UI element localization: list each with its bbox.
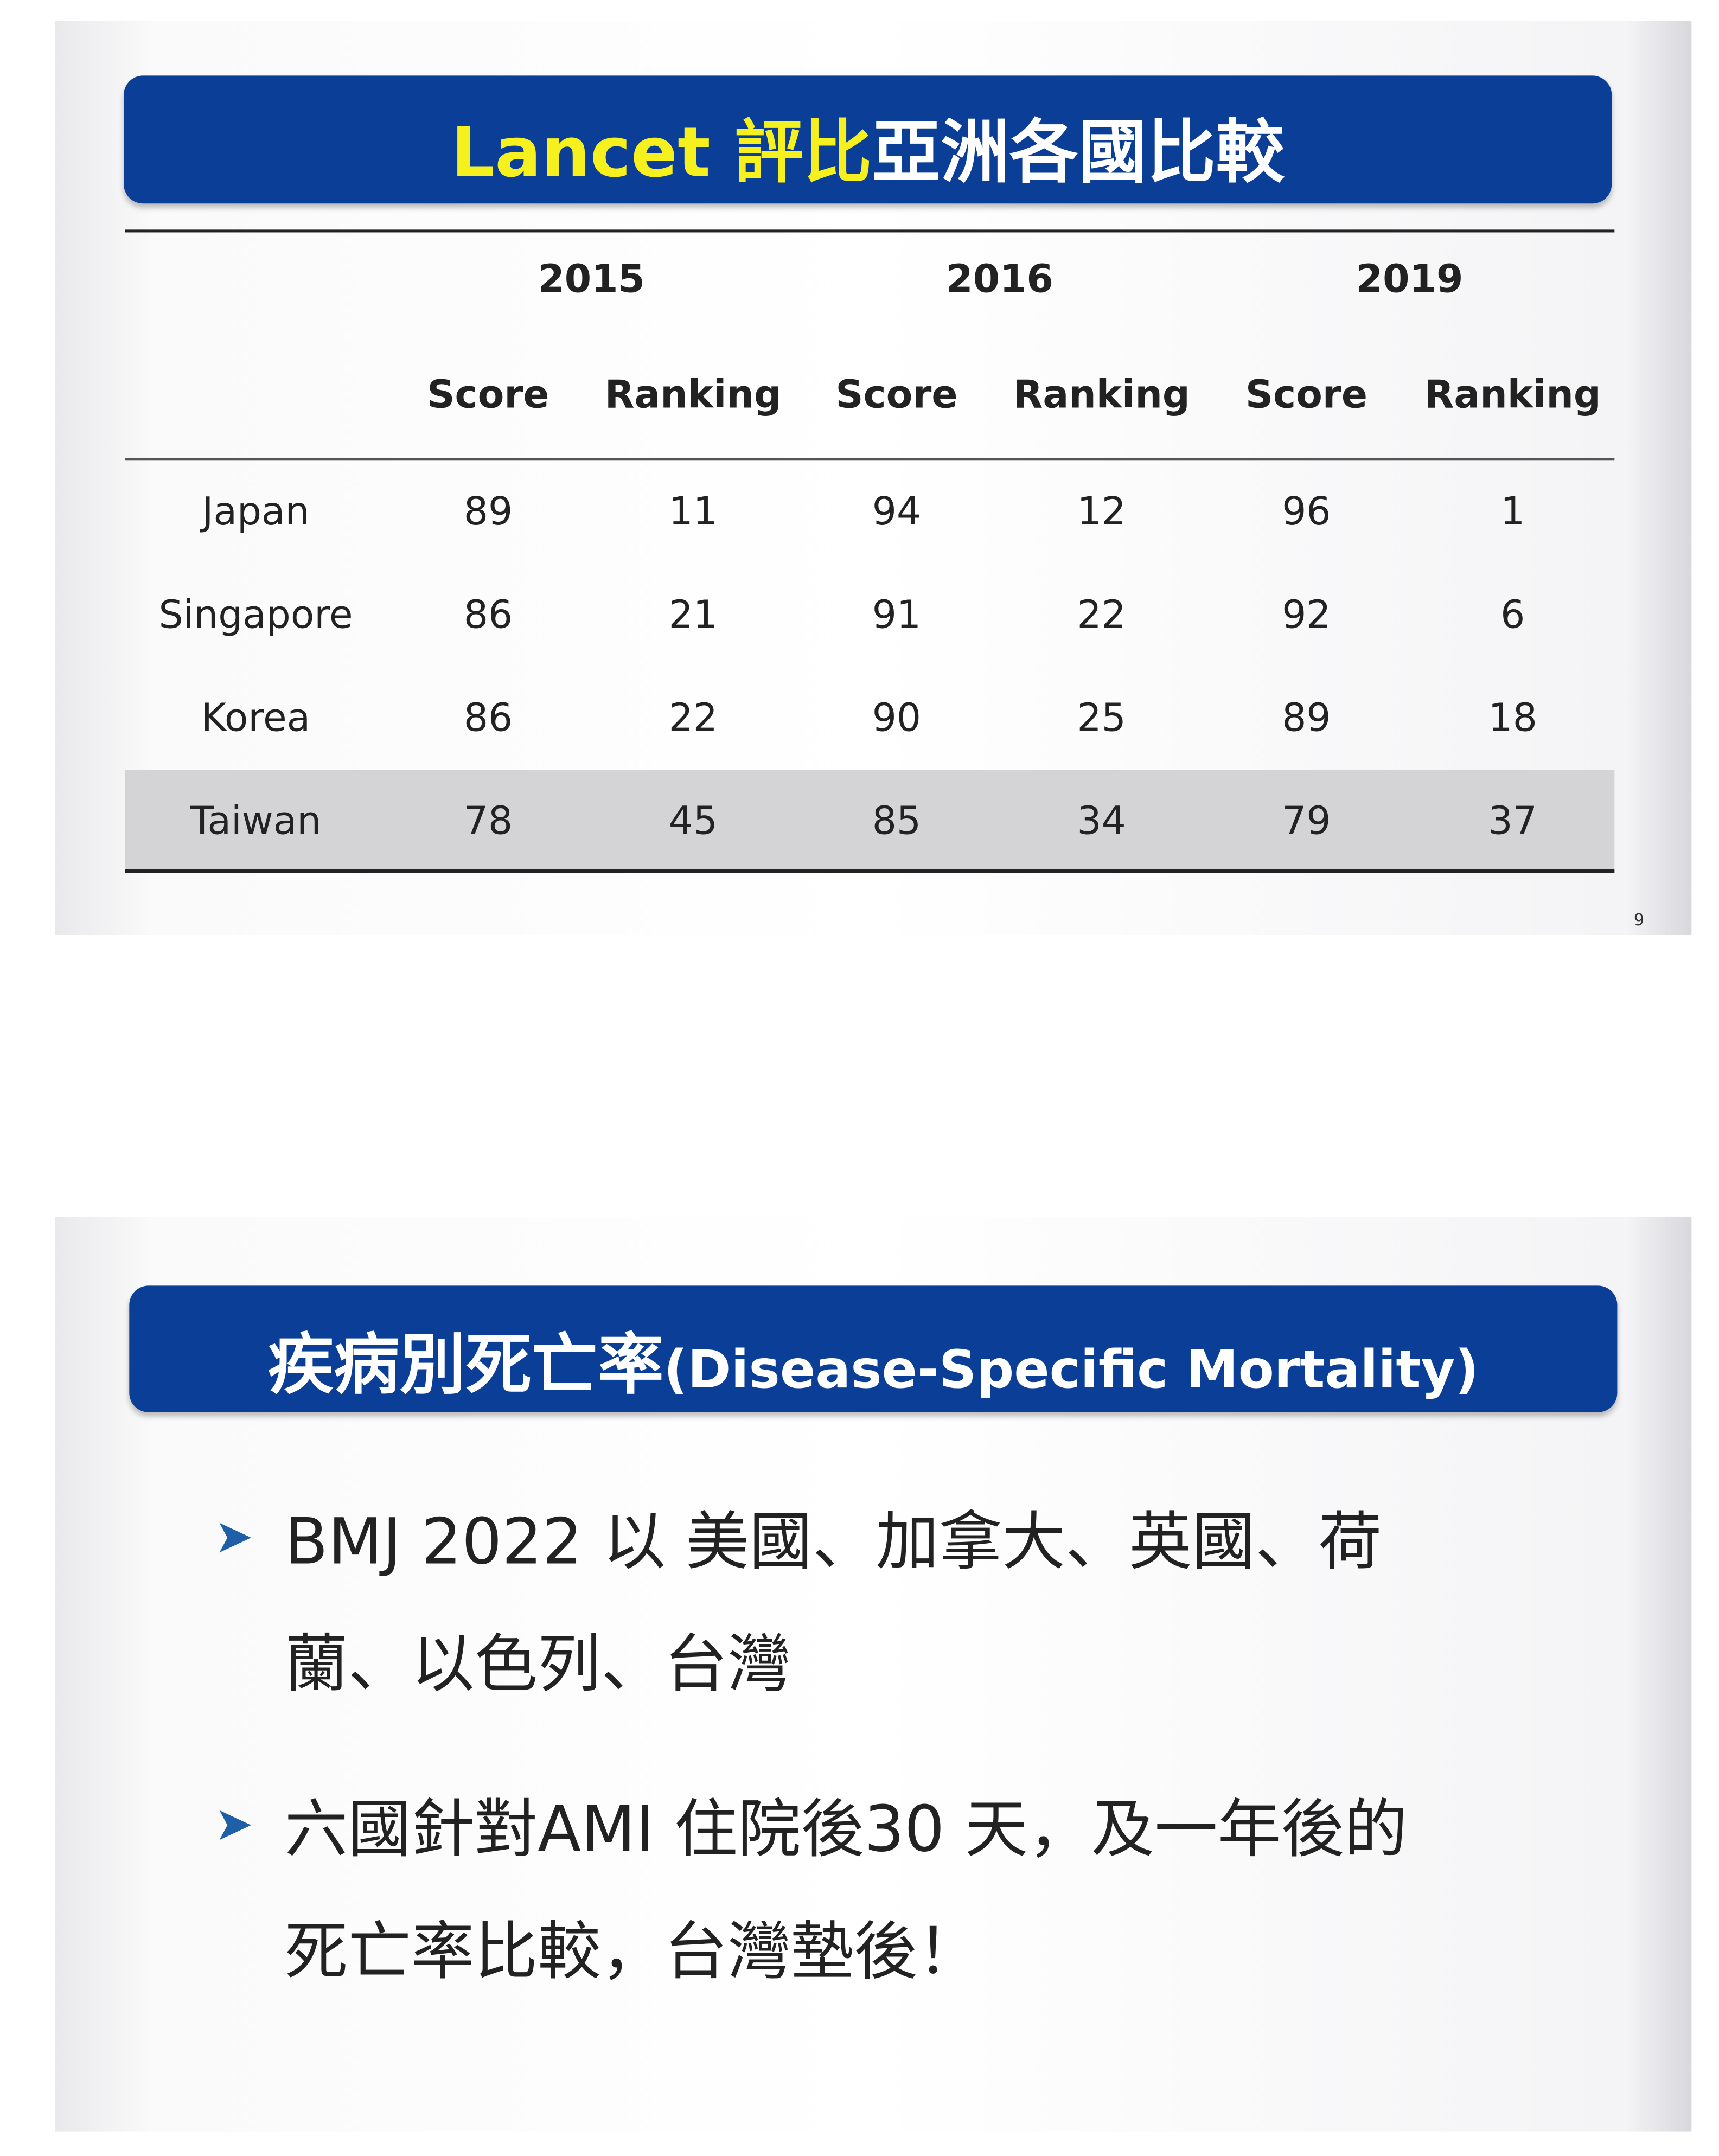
bullet-text: BMJ 2022 以 美國、加拿大、英國、荷	[284, 1504, 1382, 1579]
rule	[125, 869, 1615, 873]
cell: 21	[668, 592, 718, 638]
cell: 79	[1282, 798, 1331, 844]
cell: 89	[1282, 695, 1331, 741]
year-header: 2016	[946, 256, 1053, 302]
cell: 94	[872, 489, 922, 534]
cell: 96	[1282, 489, 1331, 534]
title: 疾病別死亡率(Disease-Specific Mortality)	[129, 1310, 1617, 1406]
column-header: Score	[427, 372, 549, 418]
bullet-arrow: ➤	[214, 1509, 254, 1565]
year-header: 2019	[1356, 256, 1464, 302]
bullet-arrow: ➤	[214, 1797, 254, 1852]
cell: 92	[1282, 592, 1331, 638]
cell: 45	[668, 798, 718, 844]
cell: 37	[1488, 798, 1537, 844]
cell: 11	[668, 489, 718, 534]
title: Lancet 評比亞洲各國比較	[124, 98, 1612, 197]
bullet-text: 六國針對AMI 住院後30 天，及一年後的	[284, 1792, 1408, 1866]
title-rest: 亞洲各國比較	[872, 112, 1285, 193]
cell: 6	[1500, 592, 1525, 638]
cell: 91	[872, 592, 922, 638]
cell: 1	[1500, 489, 1525, 534]
cell: 78	[463, 798, 513, 844]
bullet-text: 死亡率比較，台灣墊後！	[284, 1914, 981, 1988]
title-rest: (Disease-Specific Mortality)	[663, 1339, 1479, 1400]
cell: 90	[872, 695, 922, 741]
cell: 86	[463, 695, 513, 741]
cell: 22	[668, 695, 718, 741]
row-label: Taiwan	[190, 798, 322, 844]
row-label: Japan	[202, 489, 310, 534]
column-header: Ranking	[1013, 372, 1190, 418]
cell: 86	[463, 592, 513, 638]
cell: 22	[1077, 592, 1126, 638]
title-bar: Lancet 評比亞洲各國比較	[124, 75, 1612, 204]
cell: 34	[1077, 798, 1126, 844]
title-bar: 疾病別死亡率(Disease-Specific Mortality)	[129, 1285, 1618, 1412]
title-main: 疾病別死亡率	[267, 1327, 664, 1404]
cell: 25	[1077, 695, 1126, 741]
row-label: Korea	[201, 695, 311, 741]
column-header: Score	[835, 372, 958, 418]
column-header: Score	[1245, 372, 1368, 418]
year-header: 2015	[538, 256, 645, 302]
column-header: Ranking	[1424, 372, 1601, 418]
rule	[125, 458, 1615, 460]
highlight-row	[125, 770, 1615, 871]
bullet-text: 蘭、以色列、台灣	[284, 1627, 791, 1701]
column-header: Ranking	[604, 372, 782, 418]
cell: 89	[463, 489, 513, 534]
cell: 85	[872, 798, 922, 844]
title-highlight: Lancet 評比	[451, 112, 872, 193]
cell: 18	[1488, 695, 1537, 741]
row-label: Singapore	[158, 592, 353, 638]
cell: 12	[1077, 489, 1126, 534]
rule	[125, 229, 1615, 233]
page-number: 9	[1633, 910, 1645, 930]
